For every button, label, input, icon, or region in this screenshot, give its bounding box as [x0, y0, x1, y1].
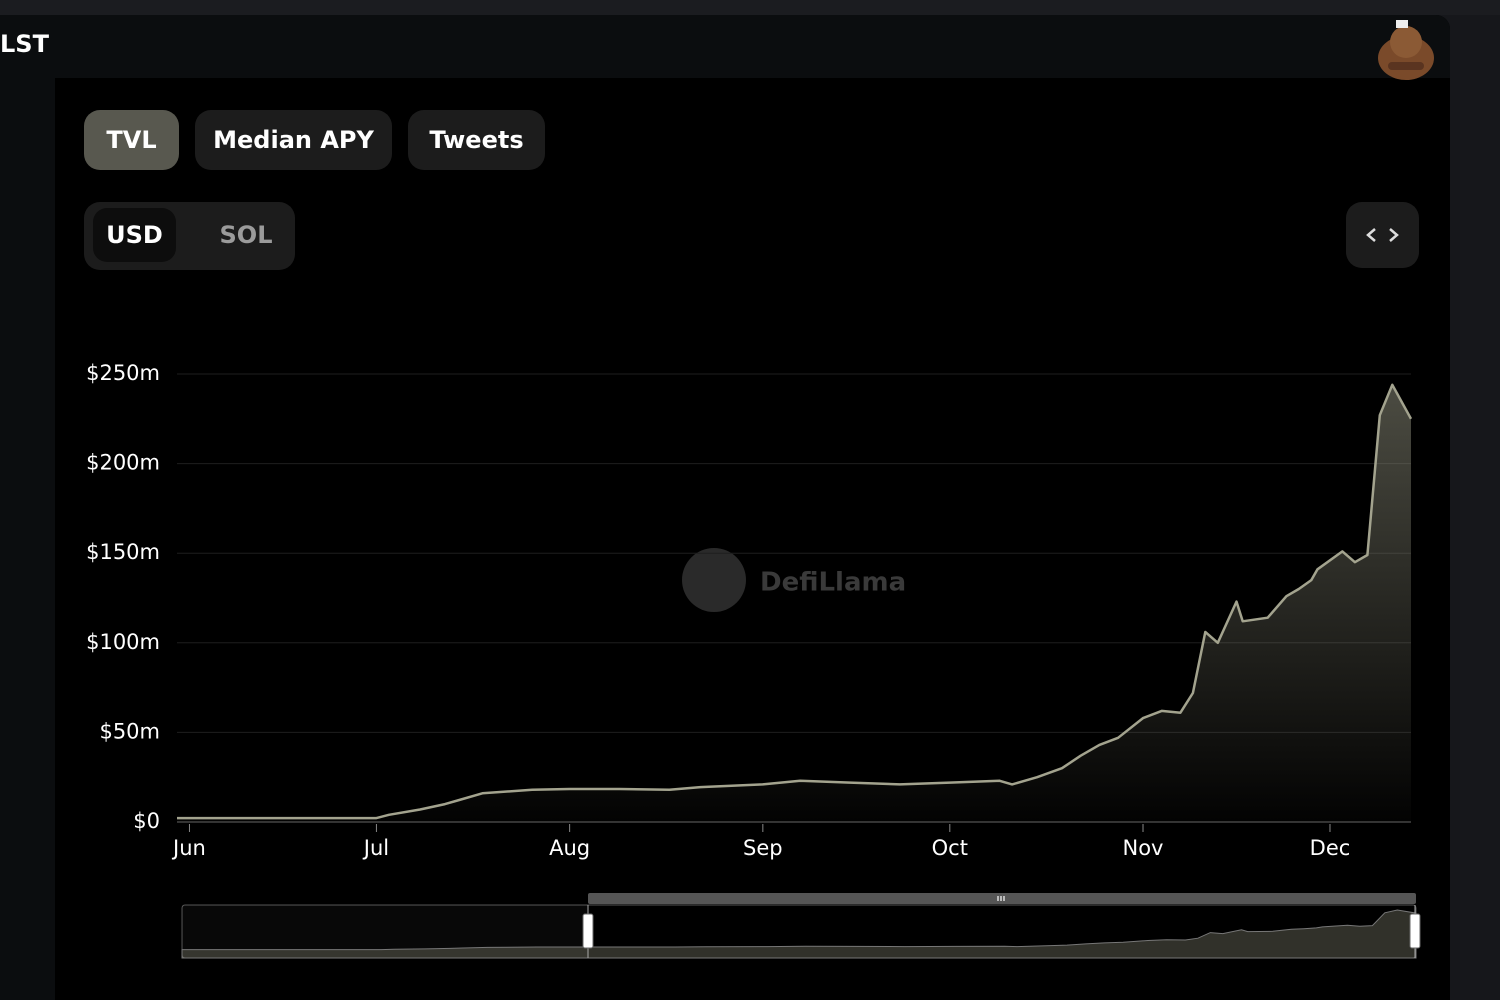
sidebar — [0, 78, 55, 1000]
y-tick-label: $200m — [86, 451, 160, 475]
avatar[interactable] — [1374, 18, 1438, 82]
y-tick-label: $100m — [86, 630, 160, 654]
y-tick-label: $0 — [133, 809, 160, 833]
x-tick-label: Nov — [1123, 836, 1164, 860]
x-tick-label: Sep — [743, 836, 783, 860]
tab-tvl[interactable]: TVL — [84, 110, 179, 170]
watermark-text: DefiLlama — [760, 568, 906, 598]
x-tick-label: Jun — [171, 836, 206, 860]
x-tick-label: Jul — [362, 836, 389, 860]
navigator-grip — [997, 896, 1005, 901]
area-fill — [177, 384, 1411, 822]
toggle-usd[interactable]: USD — [93, 208, 176, 262]
y-tick-label: $50m — [99, 719, 160, 743]
header-bar — [0, 15, 1450, 78]
y-tick-label: $150m — [86, 540, 160, 564]
navigator-handle[interactable] — [1409, 913, 1421, 949]
tab-median-apy[interactable]: Median APY — [195, 110, 392, 170]
toggle-sol[interactable]: SOL — [219, 221, 273, 249]
embed-button[interactable] — [1346, 202, 1419, 268]
main-panel — [0, 15, 1450, 1000]
page-title: LST — [0, 30, 49, 58]
tab-tweets[interactable]: Tweets — [408, 110, 545, 170]
x-tick-label: Aug — [549, 836, 590, 860]
navigator-bar[interactable] — [588, 893, 1416, 904]
navigator-handle[interactable] — [582, 913, 594, 949]
navigator-area — [181, 909, 1417, 959]
y-tick-label: $250m — [86, 361, 160, 385]
area-line — [177, 383, 1413, 820]
x-tick-label: Oct — [932, 836, 968, 860]
watermark: DefiLlama — [682, 548, 906, 612]
embed-icon — [1366, 228, 1399, 242]
x-tick-label: Dec — [1310, 836, 1351, 860]
top-strip — [0, 0, 1500, 15]
